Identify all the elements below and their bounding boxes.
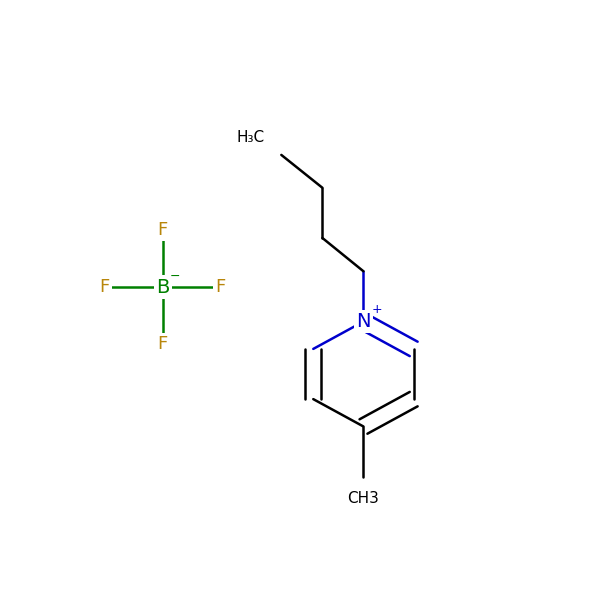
Text: F: F [100, 278, 110, 296]
Text: +: + [372, 303, 382, 316]
Text: F: F [216, 278, 226, 296]
Text: F: F [157, 336, 168, 353]
Text: −: − [170, 270, 180, 283]
Text: F: F [157, 221, 168, 239]
Text: N: N [356, 312, 370, 331]
Text: H₃C: H₃C [237, 130, 265, 145]
Text: CH3: CH3 [348, 491, 379, 505]
Text: B: B [156, 278, 169, 297]
